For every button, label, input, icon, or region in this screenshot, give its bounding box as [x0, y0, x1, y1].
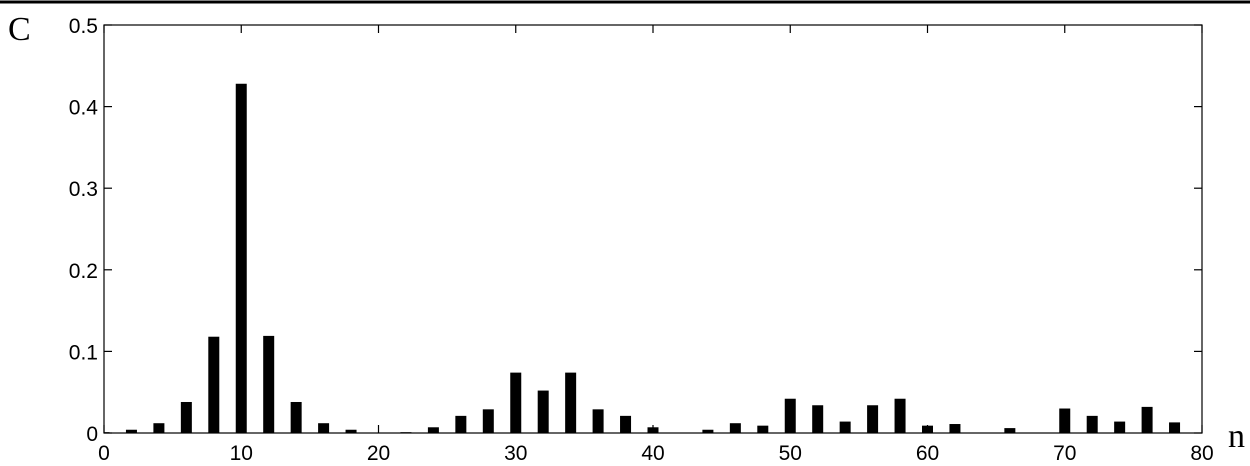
bar-n-24	[427, 427, 439, 433]
x-tick-label-20: 20	[367, 442, 390, 465]
y-tick-label-0.2: 0.2	[69, 260, 98, 283]
bar-n-70	[1059, 408, 1071, 433]
bar-n-16	[318, 423, 330, 433]
x-tick-label-60: 60	[916, 442, 939, 465]
bar-n-62	[949, 424, 961, 433]
bar-n-14	[290, 401, 302, 433]
bar-n-38	[620, 415, 632, 433]
bar-n-78	[1169, 422, 1181, 433]
y-tick-label-0.1: 0.1	[69, 341, 98, 364]
y-tick-label-0: 0	[86, 423, 98, 446]
bar-n-58	[894, 398, 906, 433]
x-tick-label-10: 10	[230, 442, 253, 465]
x-tick-label-30: 30	[504, 442, 527, 465]
x-tick-label-80: 80	[1190, 442, 1213, 465]
bar-n-34	[565, 372, 577, 433]
bar-n-22	[400, 432, 412, 433]
bar-n-76	[1141, 406, 1153, 433]
bar-n-2	[125, 429, 137, 433]
y-axis-label: C	[8, 11, 31, 48]
bar-n-50	[784, 398, 796, 433]
y-tick-label-0.5: 0.5	[69, 15, 98, 38]
bar-n-10	[235, 83, 247, 433]
x-tick-label-70: 70	[1053, 442, 1076, 465]
bar-n-54	[839, 421, 851, 433]
y-tick-label-0.3: 0.3	[69, 178, 98, 201]
x-tick-label-0: 0	[98, 442, 110, 465]
bar-n-4	[153, 423, 165, 433]
bar-n-44	[702, 429, 714, 433]
x-tick-label-50: 50	[779, 442, 802, 465]
bar-n-48	[757, 425, 769, 433]
bar-n-6	[180, 401, 192, 433]
bar-n-12	[263, 335, 275, 433]
bar-n-36	[592, 409, 604, 433]
bar-n-28	[482, 409, 494, 433]
bar-n-66	[1004, 428, 1016, 433]
y-tick-label-0.4: 0.4	[69, 97, 99, 120]
bar-n-72	[1086, 415, 1098, 433]
bar-n-18	[345, 429, 357, 433]
ticks-group	[103, 24, 1203, 434]
x-axis-label: n	[1228, 418, 1245, 455]
bar-n-56	[867, 405, 879, 433]
x-tick-label-40: 40	[641, 442, 664, 465]
bar-n-8	[208, 336, 220, 433]
tick-labels-group: 0 10 20 30 40 50 60 70 80 0 0.1 0.2 0.3 0.4 0.5	[69, 15, 1214, 465]
bar-n-26	[455, 415, 467, 433]
bar-n-74	[1114, 421, 1126, 433]
bar-n-32	[537, 390, 549, 433]
bars-group	[104, 83, 1181, 433]
bar-n-30	[510, 372, 522, 433]
bar-n-52	[812, 405, 824, 433]
bar-n-46	[729, 423, 741, 433]
